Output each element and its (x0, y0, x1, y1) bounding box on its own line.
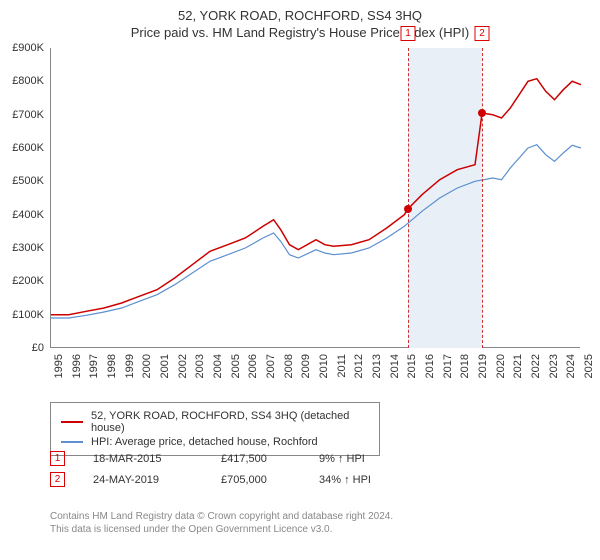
x-tick-label: 2017 (442, 354, 454, 378)
x-tick-label: 1998 (106, 354, 118, 378)
footer-attribution: Contains HM Land Registry data © Crown c… (50, 510, 393, 536)
y-tick-label: £200K (12, 275, 44, 287)
x-tick-label: 2002 (177, 354, 189, 378)
series-property (51, 79, 581, 315)
y-tick-label: £0 (32, 342, 44, 354)
x-tick-label: 2003 (194, 354, 206, 378)
sale-row: 1 18-MAR-2015 £417,500 9% ↑ HPI (50, 448, 580, 469)
x-tick-label: 2019 (477, 354, 489, 378)
plot-area: 12 (50, 48, 580, 348)
x-tick-label: 2000 (141, 354, 153, 378)
sale-row-badge: 2 (50, 472, 65, 487)
x-tick-label: 2025 (583, 354, 595, 378)
footer-line-1: Contains HM Land Registry data © Crown c… (50, 510, 393, 523)
x-tick-label: 1995 (53, 354, 65, 378)
sale-row-date: 24-MAY-2019 (93, 474, 193, 486)
sale-row-delta: 34% ↑ HPI (319, 474, 399, 486)
footer-line-2: This data is licensed under the Open Gov… (50, 523, 393, 536)
x-tick-label: 1996 (71, 354, 83, 378)
y-tick-label: £400K (12, 209, 44, 221)
x-tick-label: 2022 (530, 354, 542, 378)
x-tick-label: 2005 (230, 354, 242, 378)
sale-row-date: 18-MAR-2015 (93, 453, 193, 465)
chart-area: 12 (50, 48, 580, 348)
line-series (51, 48, 581, 348)
x-tick-label: 2013 (371, 354, 383, 378)
x-tick-label: 2024 (565, 354, 577, 378)
sale-row-badge: 1 (50, 451, 65, 466)
series-hpi (51, 145, 581, 318)
y-tick-label: £800K (12, 75, 44, 87)
x-tick-label: 2016 (424, 354, 436, 378)
chart-subtitle: Price paid vs. HM Land Registry's House … (0, 23, 600, 40)
sale-vline (408, 48, 409, 348)
x-tick-label: 2011 (336, 354, 348, 378)
sale-row-price: £705,000 (221, 474, 291, 486)
chart-title: 52, YORK ROAD, ROCHFORD, SS4 3HQ (0, 0, 600, 23)
sale-row: 2 24-MAY-2019 £705,000 34% ↑ HPI (50, 469, 580, 490)
legend-label: 52, YORK ROAD, ROCHFORD, SS4 3HQ (detach… (91, 410, 369, 434)
sale-marker (404, 205, 412, 213)
x-tick-label: 1997 (88, 354, 100, 378)
y-tick-label: £100K (12, 309, 44, 321)
x-tick-label: 2012 (353, 354, 365, 378)
x-tick-label: 2020 (495, 354, 507, 378)
sale-badge-marker: 1 (401, 26, 416, 41)
x-tick-label: 2010 (318, 354, 330, 378)
x-axis-labels: 1995 1996 1997 1998 1999 2000 2001 2002 2003 2004… (50, 350, 580, 400)
x-tick-label: 2021 (512, 354, 524, 378)
sale-marker (478, 109, 486, 117)
x-tick-label: 2006 (247, 354, 259, 378)
x-tick-label: 2004 (212, 354, 224, 378)
x-tick-label: 2014 (389, 354, 401, 378)
legend-swatch (61, 421, 83, 423)
sale-row-delta: 9% ↑ HPI (319, 453, 399, 465)
x-tick-label: 2018 (459, 354, 471, 378)
x-tick-label: 2008 (283, 354, 295, 378)
x-tick-label: 1999 (124, 354, 136, 378)
sales-table: 1 18-MAR-2015 £417,500 9% ↑ HPI 2 24-MAY-2019… (50, 448, 580, 490)
y-tick-label: £500K (12, 175, 44, 187)
y-tick-label: £900K (12, 42, 44, 54)
sale-badge-marker: 2 (475, 26, 490, 41)
y-tick-label: £300K (12, 242, 44, 254)
x-tick-label: 2001 (159, 354, 171, 378)
x-tick-label: 2007 (265, 354, 277, 378)
y-axis-labels: £0£100K£200K£300K£400K£500K£600K£700K£80… (0, 48, 48, 348)
x-tick-label: 2015 (406, 354, 418, 378)
sale-vline (482, 48, 483, 348)
legend-swatch (61, 441, 83, 443)
y-tick-label: £700K (12, 109, 44, 121)
sale-row-price: £417,500 (221, 453, 291, 465)
x-tick-label: 2023 (548, 354, 560, 378)
legend-label: HPI: Average price, detached house, Roch… (91, 436, 318, 448)
y-tick-label: £600K (12, 142, 44, 154)
legend-item: 52, YORK ROAD, ROCHFORD, SS4 3HQ (detach… (61, 409, 369, 435)
x-tick-label: 2009 (300, 354, 312, 378)
legend-item: HPI: Average price, detached house, Roch… (61, 435, 369, 449)
